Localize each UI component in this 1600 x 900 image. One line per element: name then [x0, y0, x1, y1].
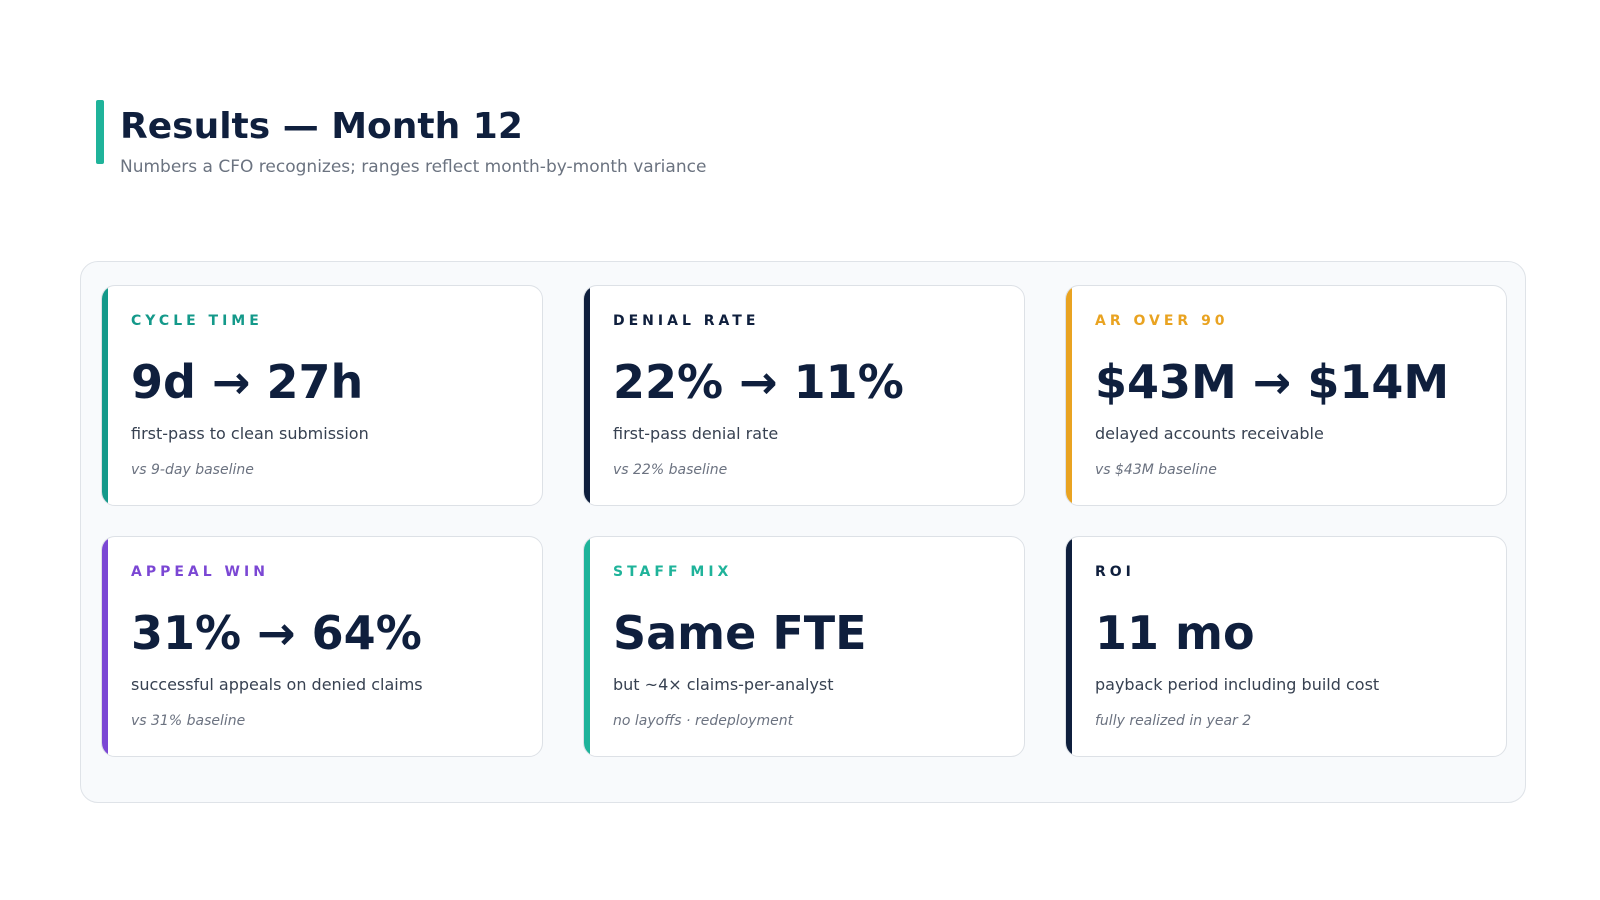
- metric-card-roi: ROI 11 mo payback period including build…: [1065, 536, 1507, 757]
- metric-value: 11 mo: [1095, 606, 1255, 660]
- metric-description: first-pass to clean submission: [131, 424, 369, 443]
- metric-note: vs 31% baseline: [131, 713, 246, 729]
- metric-label: STAFF MIX: [613, 564, 733, 580]
- metric-card-ar-over-90: AR OVER 90 $43M → $14M delayed accounts …: [1065, 285, 1507, 506]
- metric-card-appeal-win: APPEAL WIN 31% → 64% successful appeals …: [101, 536, 543, 757]
- metric-label: APPEAL WIN: [131, 564, 269, 580]
- card-accent-bar: [102, 537, 108, 756]
- header-accent-bar: [96, 100, 104, 164]
- metric-label: AR OVER 90: [1095, 313, 1229, 329]
- metric-card-denial-rate: DENIAL RATE 22% → 11% first-pass denial …: [583, 285, 1025, 506]
- metric-label: DENIAL RATE: [613, 313, 760, 329]
- card-accent-bar: [1066, 537, 1072, 756]
- page-title: Results — Month 12: [120, 106, 523, 147]
- metric-description: successful appeals on denied claims: [131, 675, 423, 694]
- metric-value: 31% → 64%: [131, 606, 422, 660]
- metric-value: 22% → 11%: [613, 355, 904, 409]
- metric-description: delayed accounts receivable: [1095, 424, 1324, 443]
- card-accent-bar: [102, 286, 108, 505]
- metric-note: vs 22% baseline: [613, 462, 728, 478]
- metric-card-cycle-time: CYCLE TIME 9d → 27h first-pass to clean …: [101, 285, 543, 506]
- page-subtitle: Numbers a CFO recognizes; ranges reflect…: [120, 157, 707, 177]
- metric-card-staff-mix: STAFF MIX Same FTE but ~4× claims-per-an…: [583, 536, 1025, 757]
- metric-value: 9d → 27h: [131, 355, 364, 409]
- metric-description: payback period including build cost: [1095, 675, 1380, 694]
- card-accent-bar: [1066, 286, 1072, 505]
- metric-note: vs 9-day baseline: [131, 462, 254, 478]
- metric-label: CYCLE TIME: [131, 313, 263, 329]
- metric-description: first-pass denial rate: [613, 424, 779, 443]
- metric-description: but ~4× claims-per-analyst: [613, 675, 834, 694]
- card-accent-bar: [584, 537, 590, 756]
- metric-label: ROI: [1095, 564, 1135, 580]
- card-accent-bar: [584, 286, 590, 505]
- metric-note: no layoffs · redeployment: [613, 713, 794, 729]
- metric-value: $43M → $14M: [1095, 355, 1450, 409]
- metric-value: Same FTE: [613, 606, 867, 660]
- metrics-panel: CYCLE TIME 9d → 27h first-pass to clean …: [80, 261, 1526, 803]
- metric-note: fully realized in year 2: [1095, 713, 1252, 729]
- metric-note: vs $43M baseline: [1095, 462, 1217, 478]
